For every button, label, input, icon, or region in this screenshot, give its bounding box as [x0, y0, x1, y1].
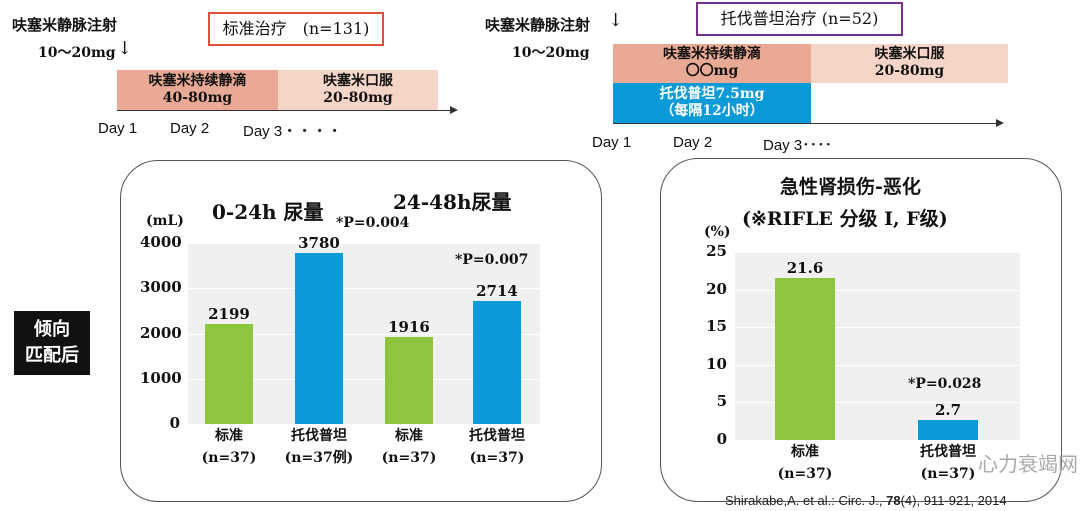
- side-label-line-1: 倾向: [34, 319, 70, 340]
- right-tolvaptan-freq: （每隔12小时）: [660, 103, 764, 119]
- y-tick-label: 15: [706, 317, 727, 336]
- y-tick-label: 0: [716, 430, 727, 448]
- y-tick-label: 25: [706, 242, 727, 260]
- citation-authors: Shirakabe,A. et al.: Circ. J.,: [725, 493, 887, 508]
- category-label: 标准 (n=37): [201, 428, 257, 466]
- bar-standard: [385, 337, 433, 424]
- left-bolus-dose: 10～20mg: [38, 45, 116, 61]
- right-day-2: Day 2: [673, 134, 713, 151]
- category-label: 标准 (n=37): [381, 428, 437, 466]
- right-timeline-axis: [613, 123, 998, 124]
- left-timeline-axis: [117, 110, 452, 111]
- right-timeline-arrow-icon: [996, 119, 1004, 127]
- right-bolus-dose: 10～20mg: [512, 45, 590, 61]
- bar-tolvaptan: [918, 419, 978, 440]
- left-timeline-arrow-icon: [450, 106, 458, 114]
- citation-volume: 78: [886, 493, 901, 508]
- bar-standard: [775, 277, 835, 440]
- side-label-line-2: 匹配后: [25, 345, 79, 366]
- category-label: 托伐普坦 (n=37例): [284, 428, 354, 466]
- left-bolus-arrow-icon: ↓: [117, 38, 133, 59]
- right-oral-dose: 20-80mg: [874, 63, 945, 79]
- right-tolvaptan-label: 托伐普坦7.5mg: [659, 86, 765, 102]
- data-label: 2199: [208, 305, 250, 324]
- chart2-title-line-1: 急性肾损伤-恶化: [780, 176, 921, 198]
- y-tick-label: 5: [716, 392, 727, 411]
- gridline: [735, 327, 1020, 329]
- data-label: 2.7: [934, 400, 962, 419]
- left-regimen-title: 标准治疗 (n=131): [208, 12, 384, 46]
- propensity-matched-label: 倾向 匹配后: [14, 311, 90, 375]
- chart1-pvalue-1: *P=0.004: [336, 215, 410, 231]
- section-title-0-24h: 0-24h 尿量: [212, 200, 324, 224]
- right-day-3: Day 3････: [763, 137, 833, 154]
- category-label: 标准 (n=37): [777, 444, 833, 482]
- data-label: 3780: [298, 233, 340, 252]
- data-label: 2714: [476, 282, 518, 301]
- left-bolus-label: 呋塞米静脉注射: [12, 16, 118, 34]
- left-oral-segment: 呋塞米口服 20-80mg: [278, 70, 438, 110]
- chart1-ylabel: (mL): [146, 213, 184, 229]
- right-bolus-label: 呋塞米静脉注射: [485, 16, 591, 34]
- left-day-2: Day 2: [170, 120, 210, 137]
- watermark: 心力衰竭网: [978, 452, 1078, 476]
- left-oral-dose: 20-80mg: [323, 90, 393, 106]
- right-tolvaptan-segment: 托伐普坦7.5mg （每隔12小时）: [613, 83, 811, 123]
- gridline: [735, 402, 1020, 404]
- y-tick-label: 0: [169, 414, 180, 432]
- bar-tolvaptan: [473, 301, 521, 424]
- left-infusion-label: 呋塞米持续静滴: [148, 73, 247, 89]
- gridline: [735, 289, 1020, 291]
- citation: Shirakabe,A. et al.: Circ. J., 78(4), 91…: [725, 493, 1007, 508]
- gridline: [735, 252, 1020, 253]
- y-tick-label: 1000: [140, 368, 182, 387]
- right-infusion-label: 呋塞米持续静滴: [663, 46, 761, 62]
- right-regimen-title: 托伐普坦治疗 (n=52): [696, 2, 903, 36]
- bar-standard: [205, 324, 253, 424]
- section-title-24-48h: 24-48h尿量: [393, 190, 512, 214]
- left-infusion-segment: 呋塞米持续静滴 40-80mg: [117, 70, 278, 110]
- bar-tolvaptan: [295, 252, 343, 424]
- y-tick-label: 3000: [140, 278, 182, 297]
- right-oral-label: 呋塞米口服: [874, 46, 945, 62]
- y-tick-label: 20: [706, 279, 727, 298]
- data-label: 1916: [388, 318, 430, 337]
- y-tick-label: 2000: [140, 323, 182, 342]
- category-label: 托伐普坦 (n=37): [920, 444, 976, 482]
- right-oral-segment: 呋塞米口服 20-80mg: [811, 44, 1008, 83]
- gridline: [188, 333, 540, 335]
- gridline: [188, 378, 540, 380]
- chart2-pvalue: *P=0.028: [908, 376, 982, 392]
- left-infusion-dose: 40-80mg: [162, 90, 233, 106]
- chart2-title-line-2: (※RIFLE 分级 I, F级): [742, 208, 948, 230]
- gridline: [735, 364, 1020, 366]
- left-day-1: Day 1: [98, 120, 138, 137]
- y-tick-label: 10: [706, 354, 727, 373]
- y-tick-label: 4000: [140, 233, 182, 251]
- chart1-pvalue-2: *P=0.007: [455, 252, 529, 268]
- left-oral-label: 呋塞米口服: [323, 73, 393, 89]
- gridline: [188, 288, 540, 290]
- right-infusion-segment: 呋塞米持续静滴 〇〇mg: [613, 44, 811, 83]
- citation-pages: (4), 911-921, 2014: [900, 493, 1007, 508]
- category-label: 托伐普坦 (n=37): [469, 428, 525, 466]
- left-day-3: Day 3・・・・: [243, 123, 343, 140]
- gridline: [188, 243, 540, 244]
- chart2-ylabel: (%): [704, 224, 731, 240]
- right-day-1: Day 1: [592, 134, 632, 151]
- right-infusion-dose: 〇〇mg: [685, 63, 739, 79]
- right-bolus-arrow-icon: ↓: [608, 10, 624, 31]
- data-label: 21.6: [786, 258, 824, 277]
